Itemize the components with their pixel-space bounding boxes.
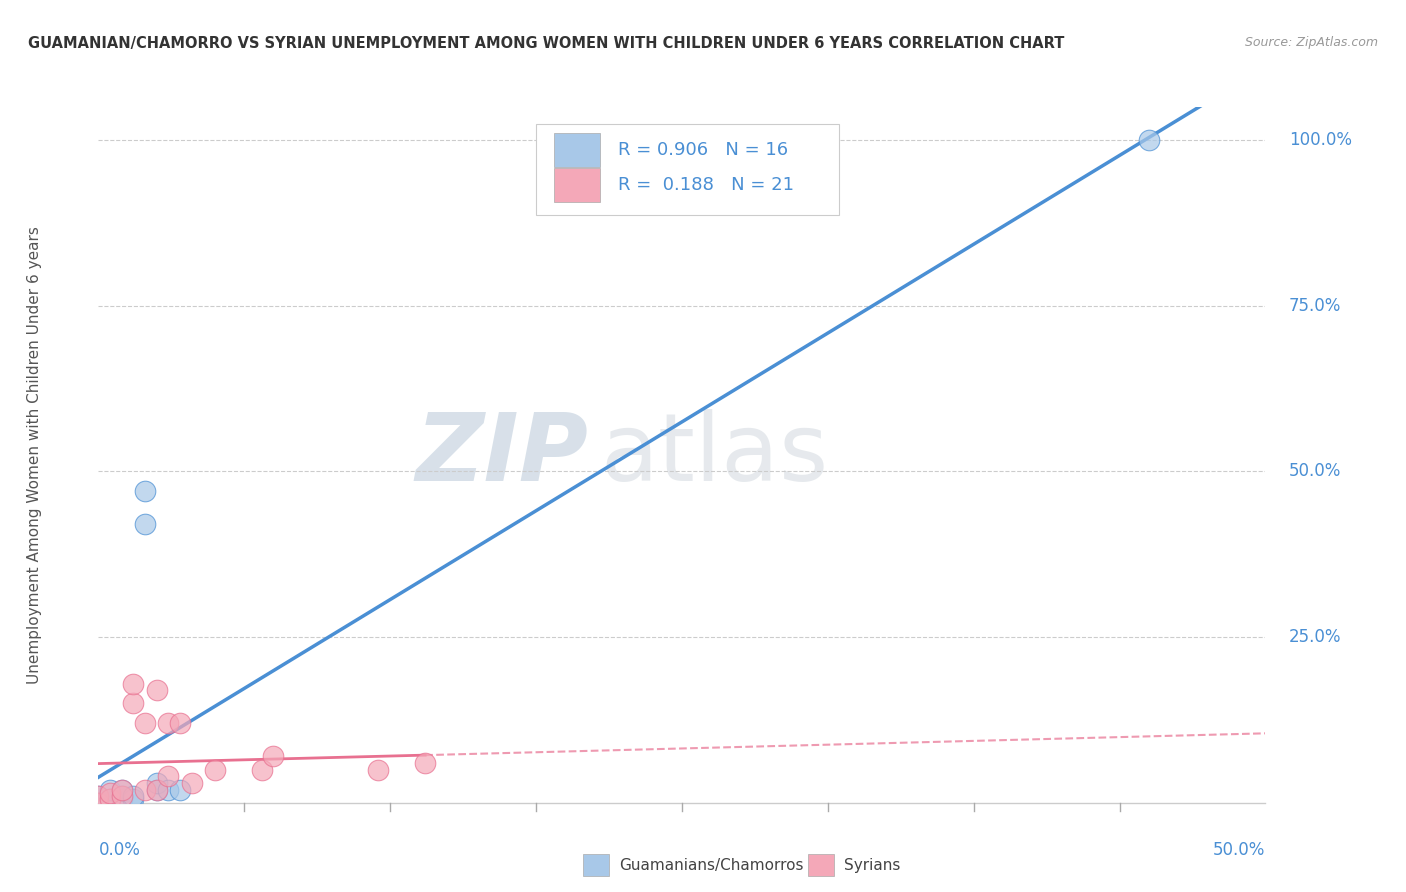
Point [122, 697, 145, 711]
Point [98, 792, 121, 806]
Text: 50.0%: 50.0% [1289, 462, 1341, 481]
Point [134, 484, 156, 499]
Point [87, 796, 110, 810]
Point [111, 789, 134, 804]
Point [204, 763, 226, 777]
Text: Source: ZipAtlas.com: Source: ZipAtlas.com [1244, 36, 1378, 49]
Point [169, 716, 191, 731]
Point [262, 749, 284, 764]
Text: R =  0.188   N = 21: R = 0.188 N = 21 [617, 176, 794, 194]
Point [111, 782, 134, 797]
Point [111, 792, 134, 806]
Point [146, 776, 169, 790]
Point [134, 782, 156, 797]
Point [157, 782, 180, 797]
Point [180, 776, 202, 790]
Text: 50.0%: 50.0% [1213, 841, 1265, 859]
Point [157, 716, 180, 731]
Text: 25.0%: 25.0% [1289, 628, 1341, 646]
Point [87, 796, 110, 810]
Text: Guamanians/Chamorros: Guamanians/Chamorros [619, 858, 803, 872]
Text: 100.0%: 100.0% [1289, 131, 1351, 149]
Point [134, 517, 156, 532]
Point [98, 782, 121, 797]
Point [146, 683, 169, 698]
Point [122, 789, 145, 804]
FancyBboxPatch shape [536, 124, 839, 215]
Point [367, 763, 389, 777]
FancyBboxPatch shape [554, 169, 600, 202]
Point [157, 769, 180, 783]
Text: ZIP: ZIP [416, 409, 589, 501]
Text: 0.0%: 0.0% [98, 841, 141, 859]
Text: Syrians: Syrians [844, 858, 900, 872]
Text: GUAMANIAN/CHAMORRO VS SYRIAN UNEMPLOYMENT AMONG WOMEN WITH CHILDREN UNDER 6 YEAR: GUAMANIAN/CHAMORRO VS SYRIAN UNEMPLOYMEN… [28, 36, 1064, 51]
Point [146, 782, 169, 797]
Point [87, 789, 110, 804]
Point [87, 789, 110, 804]
Point [111, 789, 134, 804]
Point [146, 782, 169, 797]
FancyBboxPatch shape [554, 134, 600, 167]
Point [98, 792, 121, 806]
Point [98, 786, 121, 800]
Point [122, 792, 145, 806]
Point [250, 763, 273, 777]
Point [169, 782, 191, 797]
Text: 75.0%: 75.0% [1289, 297, 1341, 315]
Point [134, 716, 156, 731]
Text: R = 0.906   N = 16: R = 0.906 N = 16 [617, 141, 787, 159]
Point [413, 756, 436, 770]
Point [122, 676, 145, 690]
Text: atlas: atlas [600, 409, 828, 501]
Point [1137, 133, 1160, 147]
Point [111, 782, 134, 797]
Text: Unemployment Among Women with Children Under 6 years: Unemployment Among Women with Children U… [27, 226, 42, 684]
